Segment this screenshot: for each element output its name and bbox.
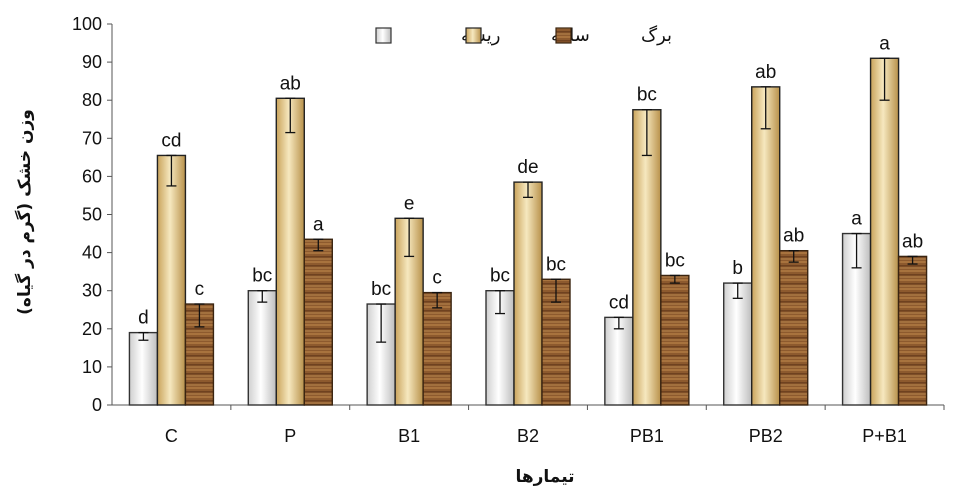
bar-1 — [128, 331, 159, 406]
category-label: P — [284, 426, 296, 446]
significance-letter: e — [404, 193, 415, 214]
y-tick-label: 40 — [82, 243, 102, 263]
significance-letter: ab — [755, 62, 776, 83]
bar-3 — [897, 255, 928, 406]
bar-3 — [303, 238, 333, 406]
legend-label: برگ — [641, 25, 672, 46]
bar-2 — [632, 109, 662, 406]
y-tick-label: 0 — [92, 395, 102, 415]
axes: 0 10 20 30 40 50 60 70 80 90 100 — [72, 14, 945, 415]
bars-layer — [128, 57, 928, 406]
bar-2 — [869, 57, 900, 406]
category-label: P+B1 — [862, 426, 907, 446]
y-tick-label: 30 — [82, 281, 102, 301]
significance-letter: bc — [252, 266, 272, 287]
labels-layer: Cd cd c Pbc ab a B1 bc e c B2 bc de bc PB1 cd bc bc PB2 b ab… — [138, 33, 923, 446]
significance-letter: cd — [609, 292, 629, 313]
category-label: C — [165, 426, 178, 446]
significance-letter: a — [313, 214, 324, 235]
bar-2 — [751, 86, 781, 406]
legend-swatch-3 — [555, 27, 572, 44]
bar-3 — [660, 274, 690, 406]
y-axis-title: وزن خشک (گرم در گیاه) — [14, 109, 35, 315]
bar-1 — [247, 290, 277, 406]
y-tick-label: 70 — [82, 128, 102, 148]
significance-letter: cd — [161, 130, 181, 151]
significance-letter: c — [195, 279, 205, 300]
bar-2 — [513, 181, 543, 406]
significance-letter: a — [879, 33, 890, 54]
y-tick-label: 90 — [82, 52, 102, 72]
significance-letter: de — [517, 157, 538, 178]
x-axis-title: تیمارها — [515, 467, 574, 487]
y-tick-label: 20 — [82, 319, 102, 339]
y-tick-label: 10 — [82, 357, 102, 377]
bar-2 — [275, 97, 305, 406]
y-tick-label: 80 — [82, 90, 102, 110]
category-label: PB1 — [630, 426, 664, 446]
significance-letter: ab — [902, 231, 923, 252]
bar-1 — [604, 316, 634, 406]
bar-3 — [422, 291, 452, 406]
significance-letter: b — [732, 258, 743, 279]
significance-letter: a — [851, 209, 862, 230]
significance-letter: ab — [280, 73, 301, 94]
legend-swatch-2 — [465, 27, 482, 44]
y-tick-label: 100 — [72, 14, 102, 34]
y-tick-label: 50 — [82, 205, 102, 225]
bar-3 — [779, 249, 809, 406]
y-tick-label: 60 — [82, 166, 102, 186]
bar-2 — [156, 154, 187, 406]
legend: ریشهساقهبرگ — [375, 25, 672, 46]
significance-letter: bc — [546, 254, 566, 275]
significance-letter: bc — [637, 85, 657, 106]
legend-swatch-1 — [375, 27, 392, 44]
category-label: B1 — [398, 426, 420, 446]
significance-letter: bc — [490, 266, 510, 287]
significance-letter: ab — [783, 226, 804, 247]
error-bars-layer — [138, 57, 918, 343]
category-label: B2 — [517, 426, 539, 446]
bar-1 — [723, 282, 753, 406]
significance-letter: bc — [665, 250, 685, 271]
significance-letter: c — [432, 268, 442, 289]
significance-letter: bc — [371, 279, 391, 300]
category-label: PB2 — [749, 426, 783, 446]
significance-letter: d — [138, 308, 149, 329]
